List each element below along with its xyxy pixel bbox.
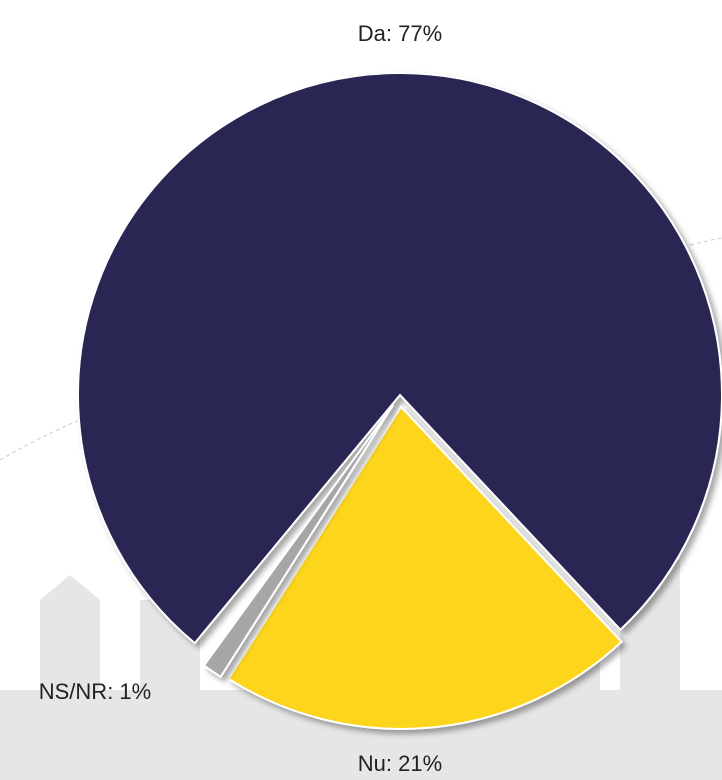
slice-label: NS/NR: 1% — [39, 679, 151, 704]
slice-label: Nu: 21% — [358, 751, 442, 776]
slice-label: Da: 77% — [358, 21, 442, 46]
pie-slice — [202, 404, 395, 679]
decor-arc — [689, 237, 722, 246]
pie-slice — [227, 405, 623, 730]
pie-slice — [77, 72, 722, 645]
